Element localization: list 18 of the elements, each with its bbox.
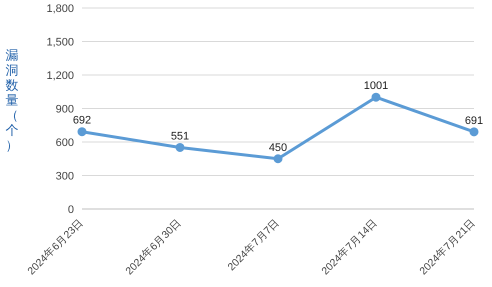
point [78,127,86,136]
point [372,92,380,102]
data-label: 450 [268,142,288,154]
y-tick-label: 1,200 [46,70,74,82]
y-tick-label: 600 [56,136,74,149]
y-tick-label: 1,800 [46,2,74,15]
point [470,127,478,136]
y-tick-label: 1,500 [46,36,74,48]
y-tick-label: 300 [56,170,74,182]
data-label: 691 [464,114,484,127]
y-axis-title: 漏洞数量（个） [6,48,18,152]
point [274,154,282,164]
data-label: 551 [170,130,190,142]
data-label: 692 [72,114,92,127]
data-label: 1001 [364,80,388,92]
y-tick-label: 900 [56,103,74,116]
point [176,142,184,152]
y-tick-label: 0 [68,204,74,216]
